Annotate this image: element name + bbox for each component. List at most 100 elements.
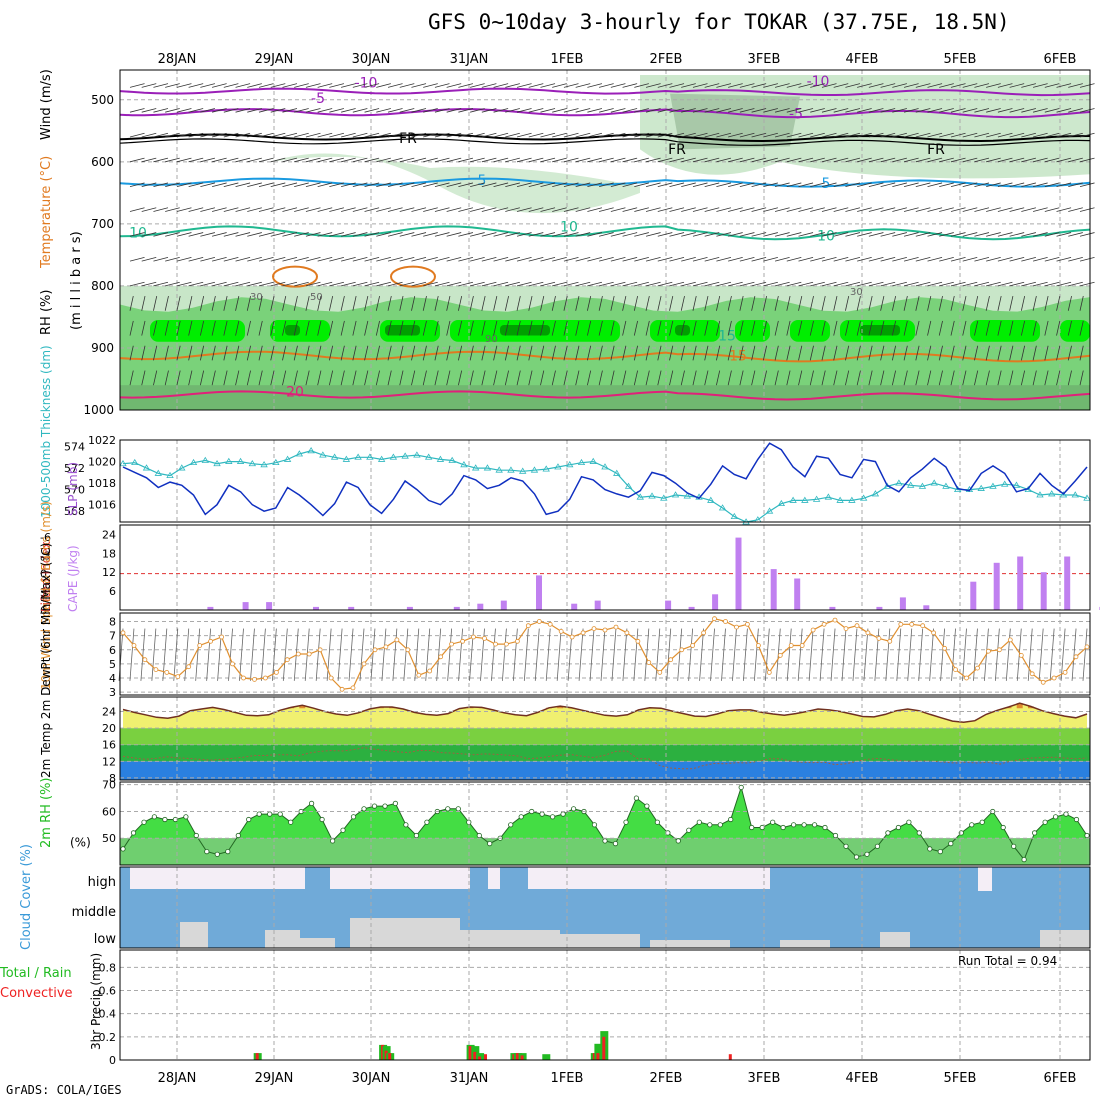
cloud-low-fill [780,940,830,948]
wind-barb [528,232,544,237]
wind-barb [328,345,334,361]
cape-tick-label: 24 [102,528,116,541]
rh2m-point [623,819,629,825]
wind-barb [587,207,603,212]
wind-barb [411,182,427,188]
wind-barb [927,132,943,138]
wind-speed-point [997,647,1002,653]
wind-barb [317,320,322,336]
wind-barb [364,207,380,212]
wind-barb [141,281,157,287]
wind-barb [1021,256,1036,262]
thickness-point [272,458,280,466]
wind-barb [470,281,485,287]
rh2m-point [969,822,975,828]
wind-barb [446,108,462,113]
wind-barb [540,108,556,113]
wind-barb [1060,628,1066,681]
wind-barb [153,256,169,262]
wind-barb [505,182,520,188]
wind-barb [235,232,251,237]
wind-barb [997,256,1013,262]
wind-barb [950,108,966,113]
wind-barb [903,207,919,212]
wind-barb [868,256,884,262]
wind-barb [211,132,227,138]
wind-barb [645,296,650,311]
cape-bar [829,606,836,610]
wind-barb [329,83,345,88]
wind-barb [188,345,193,361]
wind-barb [1032,320,1037,336]
rh2m-tick-label: 60 [102,805,116,818]
wind-barb [915,256,931,262]
wind-barb [633,370,638,386]
wind-barb [939,232,954,237]
date-label-bottom: 5FEB [944,1071,977,1086]
wind-barb [235,83,251,88]
thickness-point [260,461,268,468]
wind-barb [282,157,298,163]
wind-barb [270,182,286,188]
wind-barb [153,320,158,336]
wind-barb [634,256,649,262]
wind-barb [481,83,497,88]
wind-barb [528,320,533,336]
rh2m-point [612,840,619,847]
wind-barb [481,207,497,212]
wind-barb [528,132,544,138]
wind-barb [399,132,415,138]
thickness-point [389,453,398,460]
wind-barb [458,345,463,361]
wind-barb [470,83,485,88]
cloud-low-fill [650,940,730,948]
rh2m-point [350,814,357,820]
wind-barb [540,296,545,311]
wind-barb [200,207,216,212]
wind-barb [599,281,614,287]
wind-barb [939,132,954,138]
wind-barb [352,370,357,386]
credit-label: GrADS: COLA/IGES [6,1083,122,1097]
wind-barb [938,345,943,361]
wind-speed-point [602,627,608,633]
cloud-high-clear [130,867,305,889]
wind-barb [798,182,814,188]
wind-barb [903,370,908,386]
wind-barb [387,232,403,237]
pressure-tick-label: 500 [91,93,114,107]
wind-barb [903,296,908,311]
wind-barb [786,296,791,311]
wind-barb [141,157,157,163]
wind-barb [692,232,708,237]
wind-barb [856,296,861,311]
wind-barb [657,281,673,287]
wind-barb [1079,232,1095,237]
wind-barb [505,256,520,262]
wind-barb [352,83,368,88]
wind-barb [915,182,931,188]
rh2m-point [193,832,199,839]
rh-label: 90 [485,334,498,345]
wind-barb [552,132,567,138]
wind-barb [599,157,614,163]
wind-barb [446,207,462,212]
ylabel-wind10m: 10m Wind Speed & Barbs (m/s) [39,501,53,690]
wind-barb [892,182,907,188]
wind-barb [903,281,919,287]
wind-barb [235,108,251,113]
wind-barb [833,370,838,386]
wind-barb [317,132,333,138]
wind-speed-point [876,636,882,641]
thickness-point [577,458,586,466]
wind-barb [352,296,357,311]
wind-barb [434,296,439,311]
wind-barb [1044,345,1049,361]
thickness-point [131,458,139,466]
wind-barb [950,345,955,361]
wind-barb [505,83,520,88]
thickness-point [648,492,656,499]
wind-barb [246,320,251,336]
